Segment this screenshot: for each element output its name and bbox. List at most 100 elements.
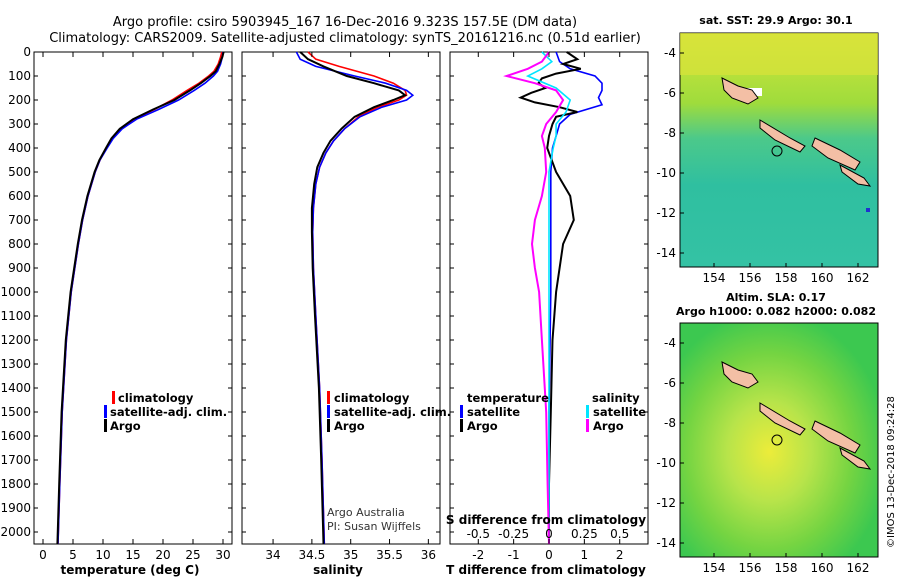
map-lon-label: 160 [811,561,834,575]
depth-tick-label: 1700 [0,453,31,467]
legend-s-satellite-swatch [586,405,589,418]
x-tick-label: 34 [265,548,280,562]
map-lon-label: 158 [775,271,798,285]
x-tick-label: 35 [343,548,358,562]
sla-island-solomons-2 [811,420,861,454]
legend-argo-label: Argo [334,419,365,433]
difference-xlabel: T difference from climatology [446,563,646,577]
depth-tick-label: 300 [8,117,31,131]
x-tick-label: 30 [215,548,230,562]
s-tick-label: 0.25 [571,527,598,541]
x-tick-label: -1 [508,548,520,562]
depth-tick-label: 500 [8,165,31,179]
x-tick-label: 35.5 [376,548,403,562]
map-lat-label: -10 [656,166,676,180]
s-tick-label: -0.25 [498,527,529,541]
depth-tick-label: 900 [8,261,31,275]
depth-tick-label: 1400 [0,381,31,395]
salinity-panel-frame [241,51,441,545]
map-lon-label: 154 [703,271,726,285]
depth-tick-label: 700 [8,213,31,227]
depth-tick-label: 2000 [0,525,31,539]
imos-stamp: ©IMOS 13-Dec-2018 09:24:28 [886,396,897,548]
difference-curves [503,51,604,545]
sst-map [679,32,879,268]
temperature-xlabel: temperature (deg C) [61,563,200,577]
map-lat-label: -12 [656,496,676,510]
depth-tick-label: 400 [8,141,31,155]
legend-argo-swatch [327,419,330,432]
sst-island-solomons-1 [759,119,806,153]
legend-satellite-label: satellite-adj. clim. [110,405,227,419]
s-tick-label: -0.5 [467,527,490,541]
legend-t-argo-swatch [460,419,463,432]
depth-tick-label: 1100 [0,309,31,323]
s-tick-label: 0 [545,527,553,541]
x-tick-label: 10 [95,548,110,562]
legend-climatology-label: climatology [334,391,410,405]
depth-tick-label: 1500 [0,405,31,419]
series-line-argo [56,51,225,545]
difference-legend: temperature salinity satellite Argo sate… [460,391,646,433]
salinity-curves [295,51,415,545]
series-line-salinity-argo [503,51,565,545]
legend-climatology-swatch [112,391,115,404]
depth-tick-label: 200 [8,93,31,107]
map-ticks: 154 156 158 160 162 -4 -6 -8 -10 -12 -14 154 156 158 1… [656,46,869,575]
x-tick-label: -2 [472,548,484,562]
map-lat-label: -8 [664,416,676,430]
x-tick-label: 34.5 [299,548,326,562]
salinity-xlabel: salinity [313,563,363,577]
map-lat-label: -4 [664,336,676,350]
depth-tick-label: 1600 [0,429,31,443]
series-line-temperature-argo [517,51,582,544]
map-lat-label: -8 [664,126,676,140]
map-lat-label: -14 [656,246,676,260]
series-line-salinity-satellite [525,51,572,544]
sst-island-solomons-3 [839,163,872,187]
map-lon-label: 154 [703,561,726,575]
sla-map [679,322,879,558]
depth-tick-label: 1000 [0,285,31,299]
figure-title-line2: Climatology: CARS2009. Satellite-adjuste… [49,31,641,46]
sst-warm-band [680,33,878,75]
sla-map-title-line2: Argo h1000: 0.082 h2000: 0.082 [676,305,876,318]
x-tick-label: 36 [421,548,436,562]
x-tick-label: 0 [39,548,47,562]
sla-island-solomons-1 [759,402,806,436]
legend-satellite-swatch [327,405,330,418]
legend-t-satellite-swatch [460,405,463,418]
x-tick-label: 5 [69,548,77,562]
s-tick-label: 0.5 [610,527,629,541]
credit-line1: Argo Australia [327,506,405,519]
sla-argo-marker [771,434,783,446]
legend-argo-swatch [104,419,107,432]
legend-satellite-swatch [104,405,107,418]
sla-map-title-line1: Altim. SLA: 0.17 [726,291,826,304]
sst-argo-marker [771,145,783,157]
legend-argo-label: Argo [110,419,141,433]
map-lon-label: 158 [775,561,798,575]
legend-s-satellite-label: satellite [593,405,646,419]
axis-ticks: 0100200300400500600700800900100011001200… [0,45,648,562]
depth-tick-label: 800 [8,237,31,251]
sst-map-title: sat. SST: 29.9 Argo: 30.1 [699,14,852,27]
map-lon-label: 160 [811,271,834,285]
x-tick-label: 20 [155,548,170,562]
map-lat-label: -4 [664,46,676,60]
depth-tick-label: 100 [8,69,31,83]
x-tick-label: 1 [581,548,589,562]
sst-island-new-britain [721,77,759,105]
legend-salinity-heading: salinity [592,391,640,405]
legend-satellite-label: satellite-adj. clim. [334,405,451,419]
depth-tick-label: 1900 [0,501,31,515]
depth-tick-label: 1200 [0,333,31,347]
legend-climatology-label: climatology [118,391,194,405]
x-tick-label: 2 [616,548,624,562]
map-lat-label: -12 [656,206,676,220]
depth-tick-label: 1300 [0,357,31,371]
legend-climatology-swatch [327,391,330,404]
sst-data-pixel [866,208,870,212]
map-lon-label: 162 [847,271,870,285]
sst-island-solomons-2 [811,137,861,171]
